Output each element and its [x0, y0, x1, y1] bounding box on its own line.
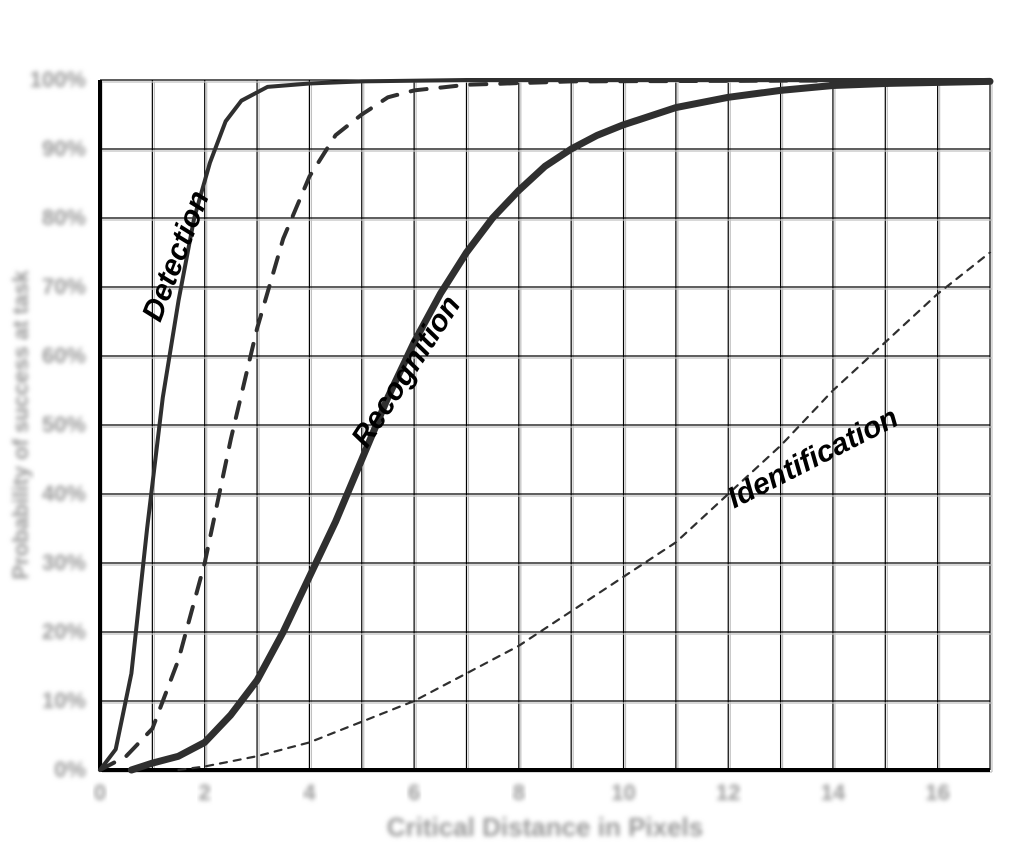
y-axis-label: Probability of success at task [8, 270, 33, 580]
y-tick-label: 20% [42, 619, 86, 644]
x-tick-label: 14 [821, 780, 846, 805]
x-tick-label: 8 [513, 780, 525, 805]
y-tick-label: 50% [42, 412, 86, 437]
y-tick-label: 100% [30, 67, 86, 92]
chart-canvas: 0 2 4 6 8 10 12 14 16 Critical Distance in Pixels… [0, 0, 1024, 860]
y-tick-label: 30% [42, 550, 86, 575]
x-tick-label: 10 [611, 780, 635, 805]
y-tick-label: 60% [42, 343, 86, 368]
x-tick-label: 16 [925, 780, 949, 805]
y-tick-label: 80% [42, 205, 86, 230]
x-tick-label: 4 [303, 780, 316, 805]
x-tick-label: 2 [199, 780, 211, 805]
x-tick-label: 12 [716, 780, 740, 805]
y-tick-label: 10% [42, 688, 86, 713]
x-axis-label: Critical Distance in Pixels [387, 812, 703, 842]
johnson-criteria-chart: Johnson Criteria 0246810121416Critical D… [0, 0, 1024, 860]
y-tick-label: 90% [42, 136, 86, 161]
y-tick-label: 40% [42, 481, 86, 506]
y-tick-label: 70% [42, 274, 86, 299]
x-tick-label: 0 [94, 780, 106, 805]
x-tick-label: 6 [408, 780, 420, 805]
y-tick-label: 0% [54, 757, 86, 782]
